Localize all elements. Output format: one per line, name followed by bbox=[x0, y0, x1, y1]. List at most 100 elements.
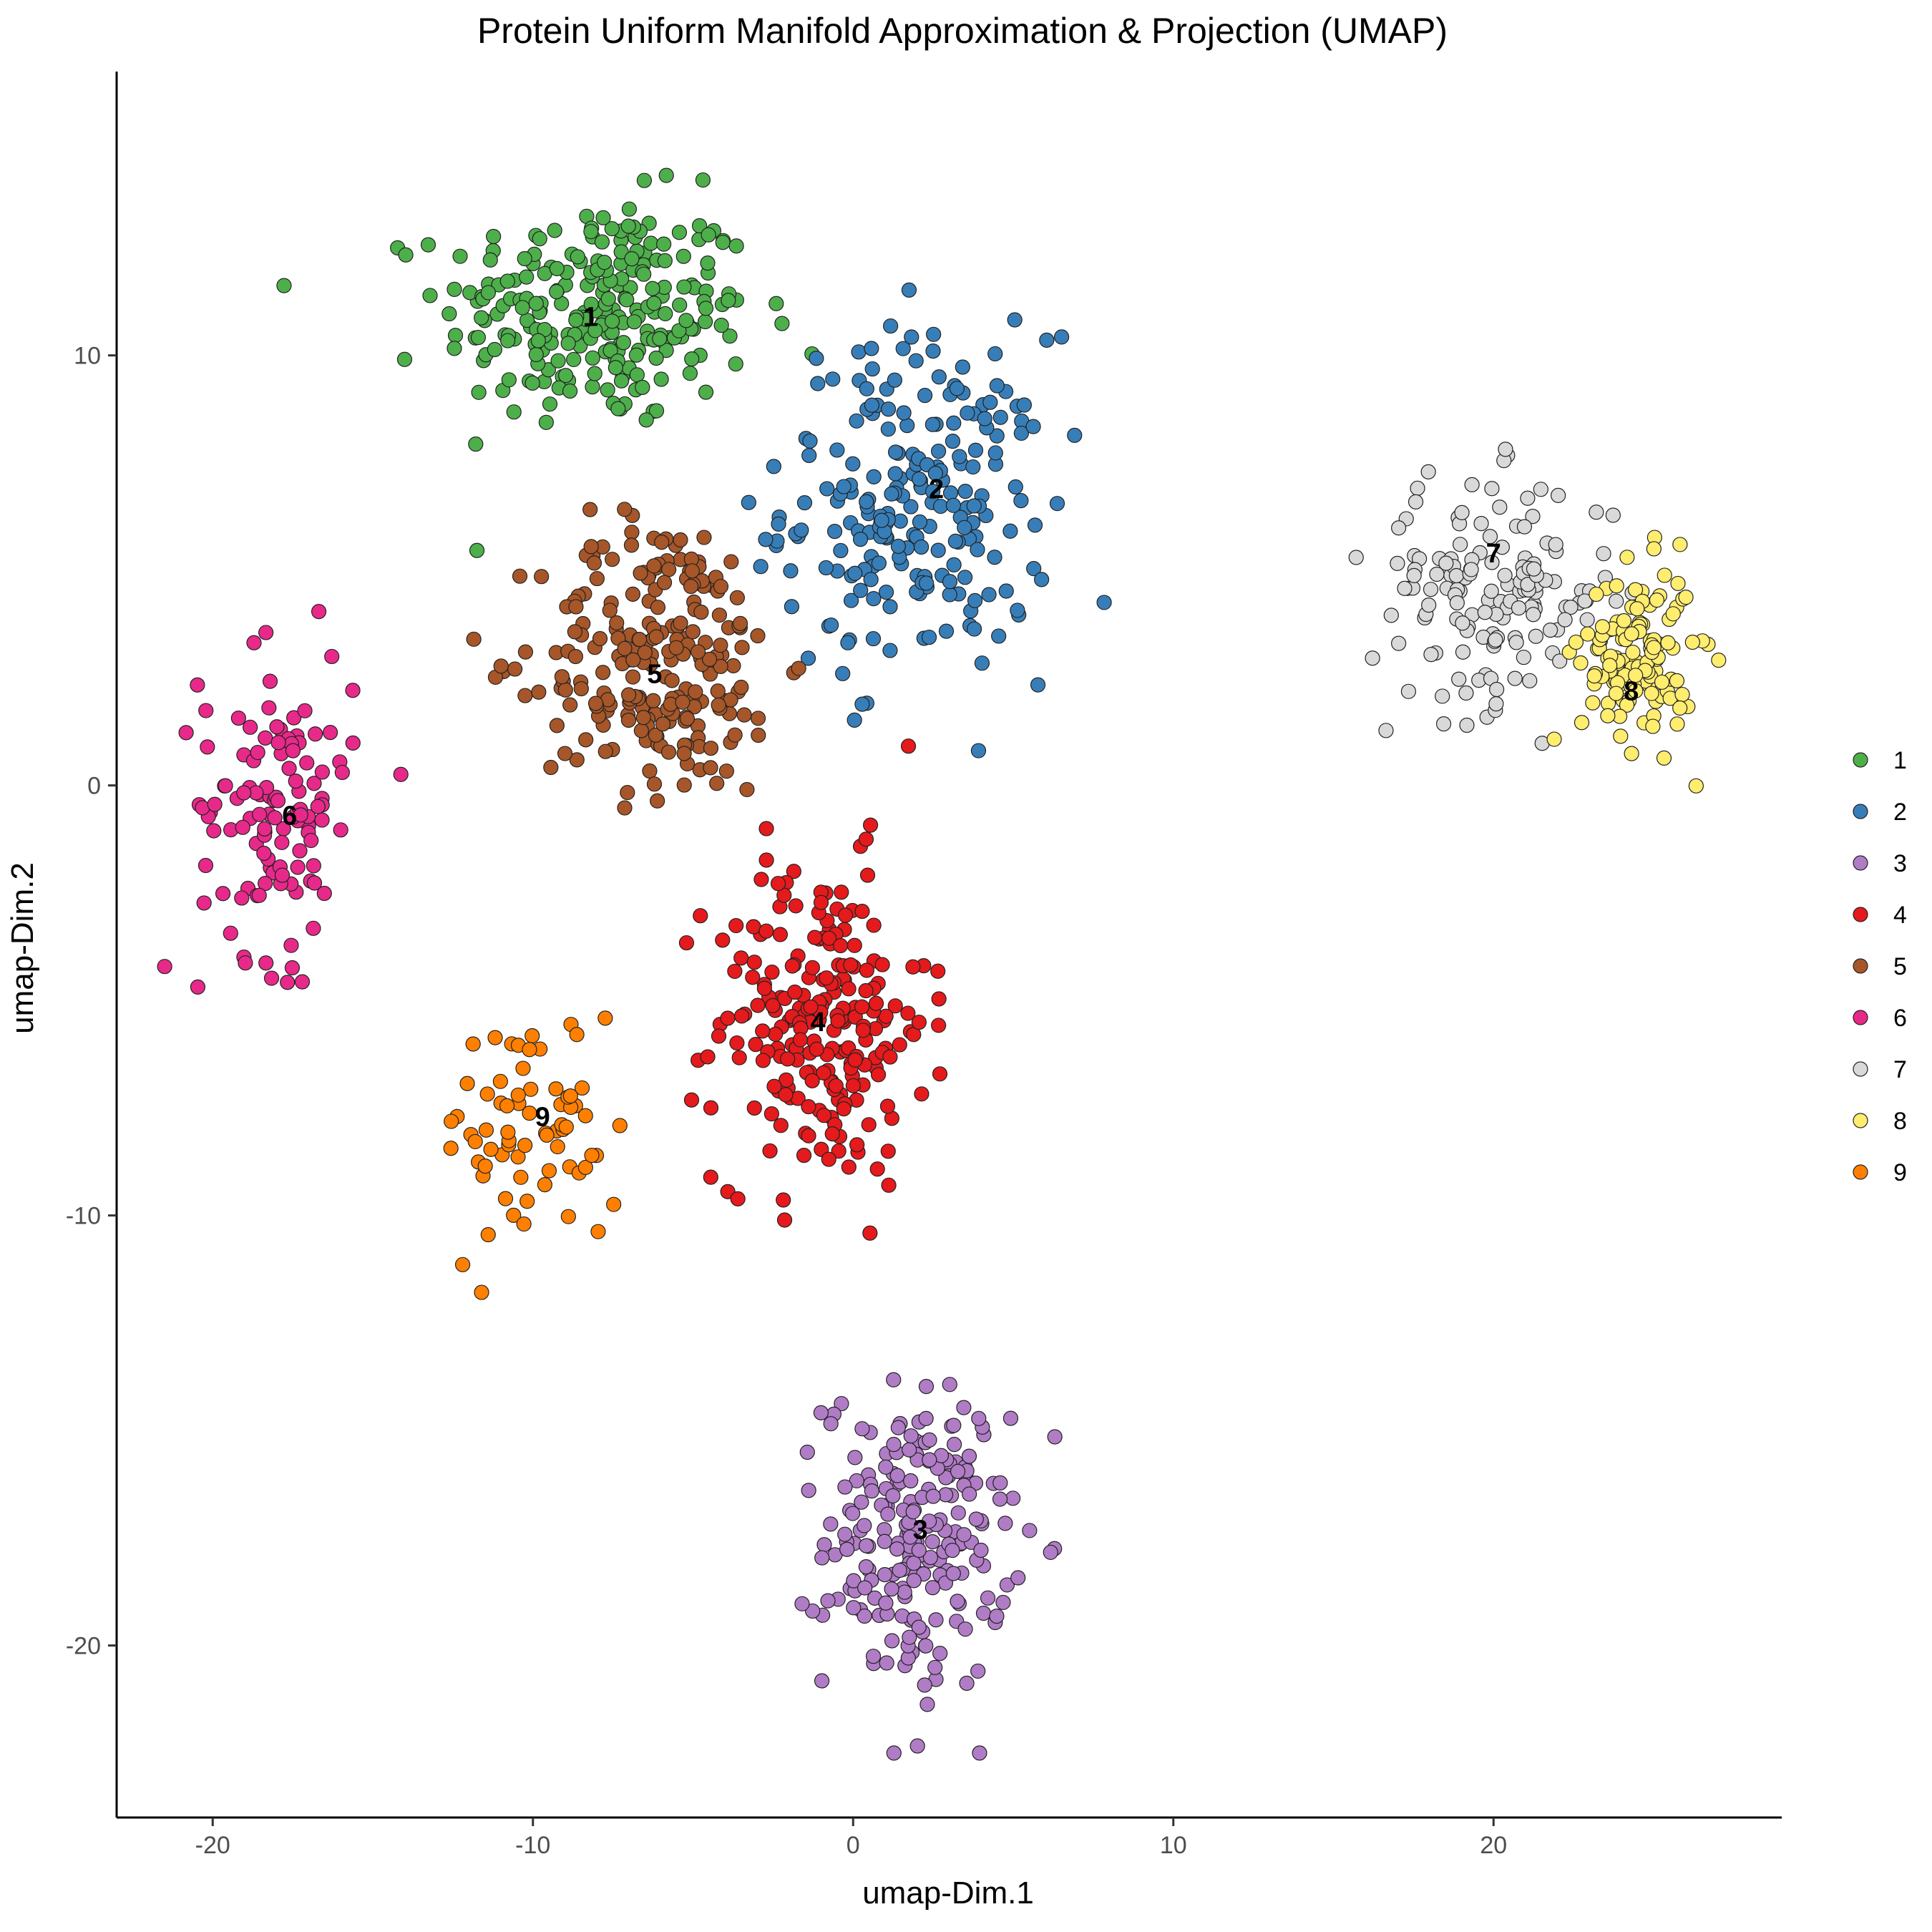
data-point-cluster-2 bbox=[878, 585, 894, 600]
data-point-cluster-4 bbox=[746, 919, 761, 935]
data-point-cluster-9 bbox=[562, 1088, 578, 1104]
data-point-cluster-1 bbox=[658, 343, 674, 358]
legend-key-5 bbox=[1853, 958, 1868, 974]
data-point-cluster-1 bbox=[695, 172, 711, 188]
data-point-cluster-4 bbox=[843, 957, 859, 973]
data-point-cluster-9 bbox=[560, 1209, 576, 1224]
data-point-cluster-5 bbox=[609, 615, 625, 631]
data-point-cluster-3 bbox=[813, 1405, 829, 1420]
data-point-cluster-5 bbox=[466, 631, 482, 647]
data-point-cluster-5 bbox=[597, 743, 613, 759]
data-point-cluster-7 bbox=[1407, 494, 1424, 509]
data-point-cluster-2 bbox=[970, 542, 985, 557]
data-point-cluster-5 bbox=[650, 600, 666, 615]
data-point-cluster-8 bbox=[1600, 708, 1616, 723]
data-point-cluster-9 bbox=[569, 1027, 585, 1043]
data-point-cluster-9 bbox=[479, 1086, 495, 1102]
data-point-cluster-7 bbox=[1459, 717, 1475, 733]
data-point-cluster-1 bbox=[594, 234, 610, 250]
data-point-cluster-8 bbox=[1657, 567, 1672, 583]
data-point-cluster-3 bbox=[902, 1442, 917, 1458]
legend-label-5: 5 bbox=[1893, 953, 1907, 980]
data-point-cluster-7 bbox=[1494, 540, 1510, 555]
data-point-cluster-2 bbox=[1034, 572, 1050, 587]
data-point-cluster-2 bbox=[899, 418, 915, 434]
data-point-cluster-2 bbox=[874, 512, 889, 528]
data-point-cluster-2 bbox=[982, 394, 998, 410]
data-point-cluster-4 bbox=[870, 1067, 887, 1083]
data-point-cluster-5 bbox=[625, 652, 641, 668]
data-point-cluster-7 bbox=[1421, 597, 1437, 613]
data-point-cluster-5 bbox=[562, 697, 578, 713]
data-point-cluster-1 bbox=[474, 310, 489, 326]
data-point-cluster-4 bbox=[930, 963, 946, 979]
data-point-cluster-7 bbox=[1577, 593, 1593, 609]
data-point-cluster-2 bbox=[1039, 332, 1055, 348]
data-point-cluster-2 bbox=[957, 519, 972, 535]
data-point-cluster-5 bbox=[703, 741, 719, 756]
data-point-cluster-1 bbox=[597, 255, 613, 270]
data-point-cluster-6 bbox=[274, 867, 291, 883]
data-point-cluster-9 bbox=[584, 1148, 600, 1163]
data-point-cluster-2 bbox=[945, 497, 961, 513]
data-point-cluster-1 bbox=[549, 284, 565, 300]
data-point-cluster-2 bbox=[965, 459, 981, 475]
data-point-cluster-1 bbox=[638, 412, 654, 428]
data-point-cluster-3 bbox=[846, 1600, 862, 1616]
data-point-cluster-1 bbox=[420, 237, 436, 253]
data-point-cluster-5 bbox=[578, 732, 594, 748]
data-point-cluster-6 bbox=[238, 955, 253, 971]
data-point-cluster-7 bbox=[1548, 537, 1563, 552]
data-point-cluster-4 bbox=[879, 1098, 896, 1114]
legend-label-3: 3 bbox=[1893, 850, 1907, 877]
data-point-cluster-3 bbox=[972, 1745, 987, 1761]
data-point-cluster-7 bbox=[1429, 566, 1445, 582]
data-point-cluster-9 bbox=[523, 1081, 539, 1097]
data-point-cluster-3 bbox=[864, 1483, 879, 1499]
data-point-cluster-1 bbox=[530, 333, 546, 348]
data-point-cluster-6 bbox=[190, 979, 206, 995]
data-point-cluster-9 bbox=[522, 1042, 537, 1058]
data-point-cluster-7 bbox=[1451, 671, 1467, 687]
y-tick-label: 0 bbox=[87, 773, 101, 800]
data-point-cluster-4 bbox=[756, 980, 772, 996]
x-tick-label: 0 bbox=[847, 1832, 860, 1859]
data-point-cluster-4 bbox=[809, 1041, 824, 1057]
data-point-cluster-9 bbox=[548, 1081, 564, 1097]
data-point-cluster-3 bbox=[992, 1491, 1008, 1507]
data-point-cluster-9 bbox=[459, 1075, 475, 1091]
data-point-cluster-3 bbox=[857, 1608, 872, 1624]
data-point-cluster-4 bbox=[711, 1028, 727, 1044]
data-point-cluster-7 bbox=[1492, 499, 1508, 515]
data-point-cluster-8 bbox=[1654, 674, 1670, 690]
legend-key-8 bbox=[1853, 1113, 1868, 1128]
data-point-cluster-8 bbox=[1627, 582, 1644, 597]
data-point-cluster-7 bbox=[1516, 519, 1533, 535]
data-point-cluster-8 bbox=[1688, 778, 1704, 794]
data-point-cluster-4 bbox=[784, 958, 800, 974]
data-point-cluster-4 bbox=[786, 864, 801, 879]
data-point-cluster-7 bbox=[1609, 593, 1624, 609]
data-point-cluster-1 bbox=[684, 351, 700, 367]
data-point-cluster-1 bbox=[587, 366, 602, 381]
data-point-cluster-7 bbox=[1522, 673, 1538, 688]
data-point-cluster-4 bbox=[859, 867, 876, 883]
data-point-cluster-5 bbox=[543, 759, 559, 776]
data-point-cluster-8 bbox=[1585, 695, 1601, 711]
data-point-cluster-9 bbox=[510, 1087, 526, 1103]
data-point-cluster-3 bbox=[837, 1526, 853, 1542]
data-point-cluster-3 bbox=[922, 1432, 937, 1448]
data-point-cluster-4 bbox=[703, 1100, 719, 1116]
data-point-cluster-5 bbox=[648, 727, 663, 743]
data-point-cluster-8 bbox=[1628, 683, 1644, 699]
data-point-cluster-7 bbox=[1533, 482, 1548, 497]
data-point-cluster-2 bbox=[819, 481, 835, 497]
data-point-cluster-6 bbox=[314, 812, 330, 828]
data-point-cluster-7 bbox=[1410, 480, 1425, 496]
data-point-cluster-5 bbox=[696, 530, 712, 545]
data-point-cluster-1 bbox=[645, 280, 660, 296]
data-point-cluster-5 bbox=[726, 658, 741, 673]
data-point-cluster-9 bbox=[517, 1138, 533, 1153]
data-point-cluster-7 bbox=[1542, 623, 1558, 638]
data-point-cluster-2 bbox=[987, 445, 1003, 461]
